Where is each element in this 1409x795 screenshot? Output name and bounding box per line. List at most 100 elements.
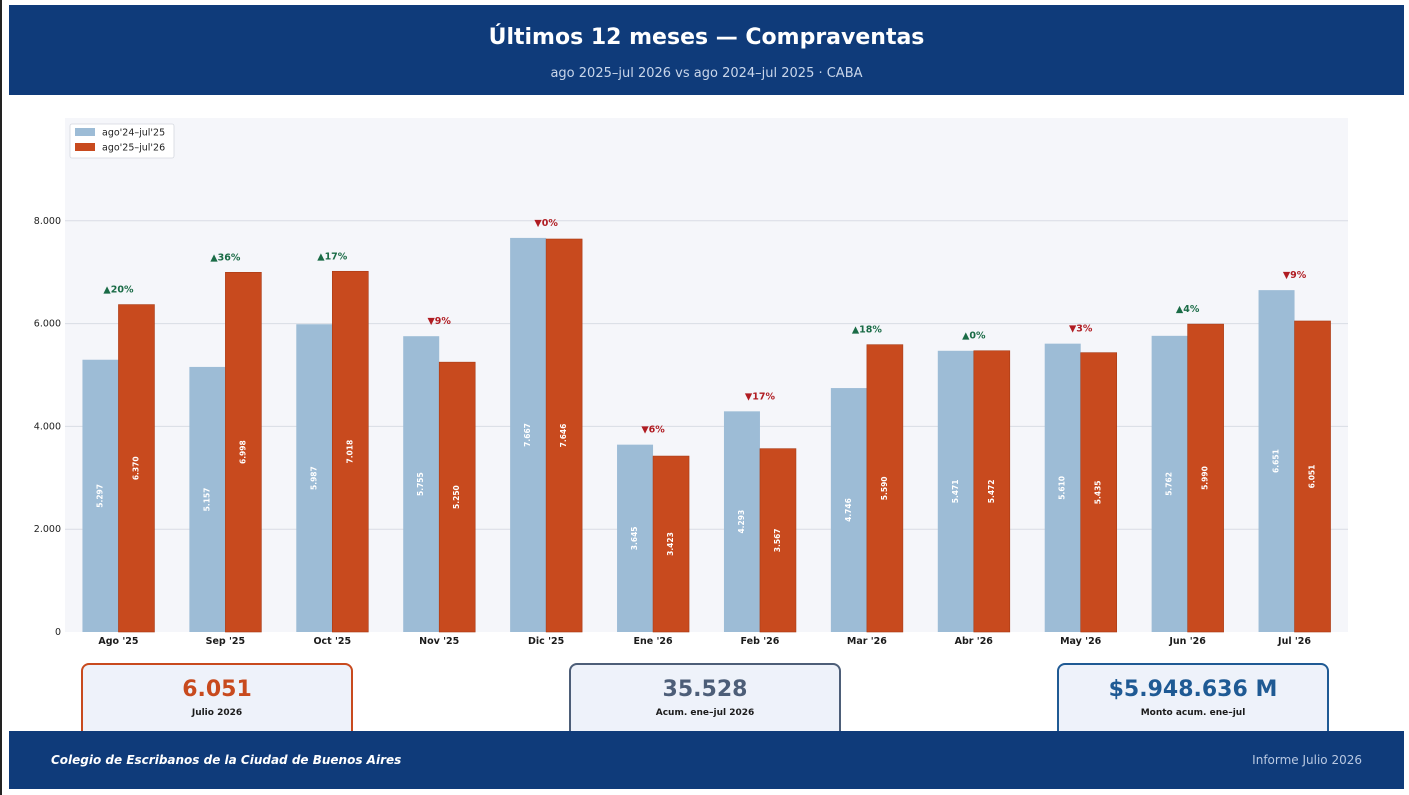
header-banner: Últimos 12 meses — Compraventas ago 2025… — [9, 5, 1404, 95]
bar-value-label: 7.018 — [345, 440, 354, 464]
bar-prev-period — [1258, 290, 1295, 632]
bar-current-period — [1187, 323, 1224, 633]
page-subtitle: ago 2025–jul 2026 vs ago 2024–jul 2025 ·… — [550, 66, 863, 81]
bar-value-label: 5.762 — [1165, 472, 1174, 496]
legend-label-prev: ago'24–jul'25 — [102, 128, 165, 139]
bar-value-label: 5.472 — [987, 480, 996, 504]
bar-value-label: 6.370 — [131, 456, 140, 480]
bar-value-label: 5.987 — [309, 466, 318, 490]
kpi-card-amount: $5.948.636 M Monto acum. ene–jul — [1057, 663, 1329, 743]
legend-swatch-curr — [75, 143, 95, 151]
change-annotation: ▲17% — [317, 251, 348, 262]
x-tick-label: Ene '26 — [633, 636, 673, 647]
bar-prev-period — [723, 411, 760, 632]
x-tick-label: Nov '25 — [419, 636, 459, 647]
x-tick-label: Ago '25 — [98, 636, 138, 647]
x-tick-label: Mar '26 — [847, 636, 887, 647]
bar-current-period — [438, 361, 476, 633]
bar-current-period — [866, 344, 904, 633]
y-tick-label: 6.000 — [34, 319, 61, 330]
kpi-card-accumulated: 35.528 Acum. ene–jul 2026 — [569, 663, 841, 743]
bar-value-label: 3.645 — [630, 526, 639, 550]
kpi-label-accumulated: Acum. ene–jul 2026 — [655, 708, 755, 718]
bar-current-period — [1080, 352, 1118, 633]
bar-value-label: 5.471 — [951, 480, 960, 504]
change-annotation: ▲18% — [852, 325, 883, 336]
bar-prev-period — [296, 324, 333, 632]
kpi-value-accumulated: 35.528 — [662, 677, 748, 702]
bar-prev-period — [189, 366, 226, 632]
bar-value-label: 5.610 — [1058, 476, 1067, 500]
x-tick-label: Oct '25 — [313, 636, 351, 647]
change-annotation: ▲20% — [103, 285, 134, 296]
bar-current-period — [973, 350, 1011, 633]
x-tick-label: Abr '26 — [955, 636, 994, 647]
y-tick-label: 2.000 — [34, 524, 61, 535]
x-tick-label: Feb '26 — [741, 636, 780, 647]
bar-value-label: 5.250 — [452, 485, 461, 509]
bar-value-label: 5.157 — [202, 488, 211, 512]
bar-value-label: 7.646 — [559, 424, 568, 448]
bar-prev-period — [937, 350, 974, 632]
kpi-label-amount: Monto acum. ene–jul — [1140, 708, 1246, 718]
bar-value-label: 4.746 — [844, 498, 853, 522]
kpi-card-month: 6.051 Julio 2026 — [81, 663, 353, 743]
bar-value-label: 6.651 — [1272, 449, 1281, 473]
bar-value-label: 5.755 — [416, 472, 425, 496]
change-annotation: ▲4% — [1176, 304, 1200, 315]
change-annotation: ▼0% — [534, 218, 558, 229]
bar-current-period — [225, 272, 262, 633]
kpi-value-month: 6.051 — [182, 677, 252, 702]
bar-value-label: 4.293 — [737, 510, 746, 534]
bar-value-label: 7.667 — [523, 423, 532, 447]
bar-prev-period — [510, 237, 547, 632]
change-annotation: ▼6% — [641, 425, 665, 436]
bar-value-label: 3.423 — [666, 532, 675, 556]
bar-current-period — [1294, 320, 1331, 633]
x-tick-label: Dic '25 — [528, 636, 564, 647]
change-annotation: ▲0% — [962, 331, 986, 342]
bar-current-period — [759, 448, 797, 633]
bar-value-label: 6.998 — [238, 440, 247, 464]
legend-box — [69, 123, 175, 159]
bar-current-period — [652, 455, 690, 633]
bar-prev-period — [1151, 335, 1188, 632]
bar-prev-period — [82, 359, 119, 632]
bar-value-label: 5.590 — [880, 476, 889, 500]
bar-value-label: 5.297 — [95, 484, 104, 508]
change-annotation: ▼3% — [1069, 324, 1093, 335]
bar-value-label: 6.051 — [1308, 465, 1317, 489]
page-title: Últimos 12 meses — Compraventas — [488, 25, 925, 50]
bar-prev-period — [1044, 343, 1081, 632]
legend-label-curr: ago'25–jul'26 — [102, 143, 165, 154]
footer-banner: Colegio de Escribanos de la Ciudad de Bu… — [9, 731, 1404, 789]
bar-current-period — [118, 304, 155, 633]
kpi-label-month: Julio 2026 — [191, 708, 243, 718]
footer-report-label: Informe Julio 2026 — [1252, 753, 1362, 767]
x-tick-label: May '26 — [1060, 636, 1102, 647]
y-tick-label: 0 — [55, 627, 61, 638]
bar-value-label: 5.990 — [1201, 466, 1210, 490]
bar-current-period — [545, 238, 583, 633]
y-tick-label: 4.000 — [34, 421, 61, 432]
bar-prev-period — [403, 336, 440, 632]
bar-prev-period — [617, 444, 654, 632]
footer-organization: Colegio de Escribanos de la Ciudad de Bu… — [51, 753, 402, 767]
plot-area — [65, 118, 1348, 632]
change-annotation: ▼9% — [427, 316, 451, 327]
kpi-value-amount: $5.948.636 M — [1108, 677, 1278, 702]
bar-value-label: 5.435 — [1094, 480, 1103, 504]
bar-current-period — [331, 270, 369, 633]
legend-swatch-prev — [75, 128, 95, 136]
bar-prev-period — [830, 388, 867, 632]
x-tick-label: Sep '25 — [206, 636, 246, 647]
change-annotation: ▼9% — [1283, 270, 1307, 281]
change-annotation: ▲36% — [210, 252, 241, 263]
x-tick-label: Jul '26 — [1277, 636, 1311, 647]
y-tick-label: 8.000 — [34, 216, 61, 227]
x-tick-label: Jun '26 — [1168, 636, 1206, 647]
bar-value-label: 3.567 — [773, 528, 782, 552]
frame-edge — [0, 0, 2, 795]
change-annotation: ▼17% — [745, 391, 776, 402]
